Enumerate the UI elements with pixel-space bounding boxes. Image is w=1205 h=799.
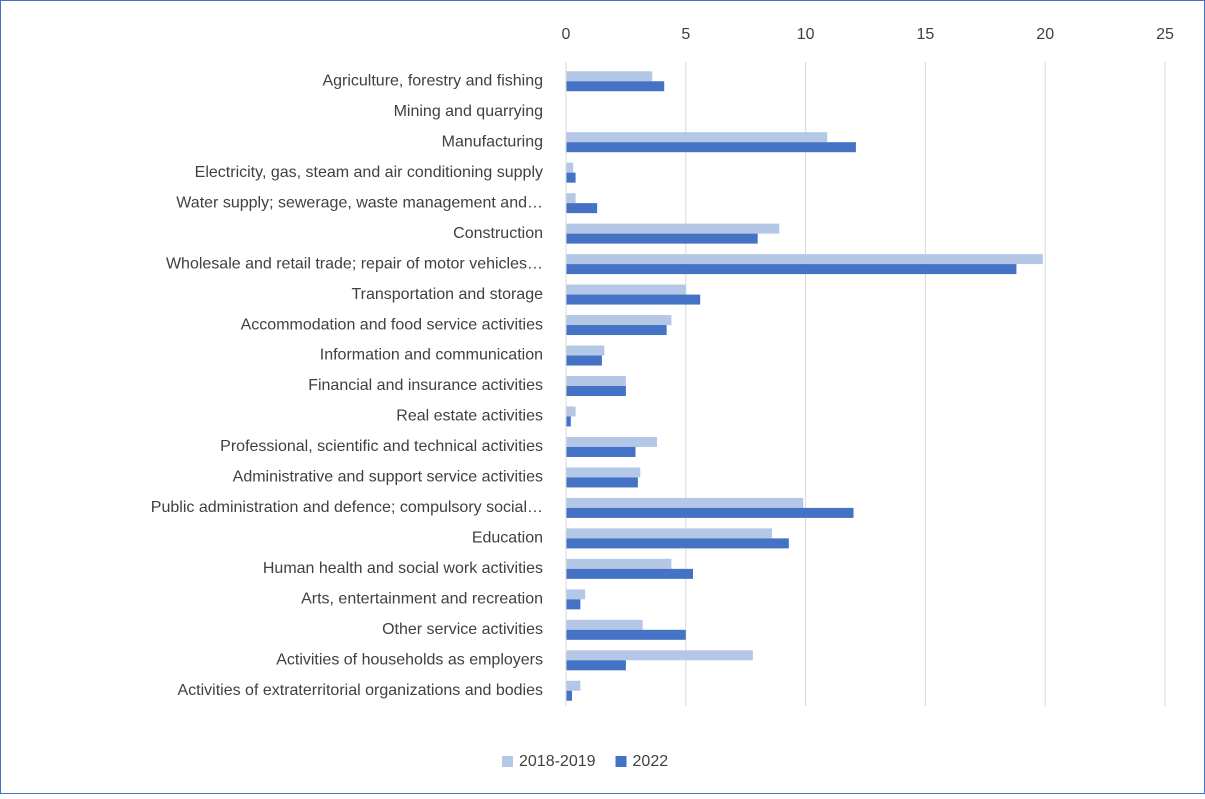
bar [566,162,574,173]
bar [566,172,576,183]
bar [566,650,753,661]
bar [566,71,653,82]
legend-swatch [502,756,513,767]
y-tick-label: Accommodation and food service activitie… [241,316,543,333]
bar [566,376,626,386]
legend-label: 2022 [633,753,669,770]
y-tick-label: Activities of extraterritorial organizat… [177,682,543,699]
bar [566,528,773,539]
y-tick-label: Other service activities [382,621,543,638]
bar [566,599,581,610]
y-tick-label: Arts, entertainment and recreation [301,591,543,608]
bar [566,589,586,600]
y-tick-label: Electricity, gas, steam and air conditio… [195,164,543,181]
x-tick-label: 5 [681,26,690,43]
bar [566,223,780,234]
bar [566,345,605,356]
bar [566,406,576,417]
bar [566,538,789,549]
legend-label: 2018-2019 [519,753,596,770]
y-tick-label: Construction [453,225,543,242]
bar [566,203,598,214]
x-tick-label: 15 [917,26,935,43]
y-tick-label: Financial and insurance activities [308,377,543,394]
bar [566,294,701,305]
bar [566,315,672,326]
bar [566,355,602,366]
bar [566,680,581,691]
y-tick-label: Activities of households as employers [276,652,543,669]
bar [566,660,626,671]
y-tick-label: Agriculture, forestry and fishing [322,72,543,89]
bar [566,558,672,569]
bar [566,619,643,630]
bar [566,497,804,508]
bar [566,416,571,427]
bar [566,193,576,204]
y-tick-label: Mining and quarrying [394,103,543,120]
bar [566,132,828,143]
bar [566,254,1043,265]
x-tick-label: 20 [1036,26,1054,43]
bar [566,629,686,640]
bar [566,446,636,457]
bar [566,507,854,518]
bar [566,386,626,396]
bar [566,233,758,244]
x-tick-label: 0 [562,26,571,43]
bar [566,284,686,295]
y-tick-label: Public administration and defence; compu… [151,499,543,516]
bar [566,325,667,336]
bar [566,142,856,153]
bar [566,81,665,92]
y-tick-label: Real estate activities [396,408,543,425]
y-tick-label: Information and communication [320,347,543,364]
x-tick-label: 10 [797,26,815,43]
legend-swatch [615,756,627,767]
y-tick-label: Manufacturing [442,133,543,150]
x-tick-label: 25 [1156,26,1174,43]
bar [566,477,638,488]
bar [566,690,572,701]
y-tick-label: Transportation and storage [351,286,543,303]
y-tick-label: Human health and social work activities [263,560,543,577]
y-tick-label: Water supply; sewerage, waste management… [176,194,543,211]
bar [566,264,1017,275]
y-tick-label: Professional, scientific and technical a… [220,438,543,455]
y-tick-label: Administrative and support service activ… [233,469,543,486]
y-tick-label: Wholesale and retail trade; repair of mo… [166,255,543,272]
bar [566,436,658,447]
bar [566,467,641,478]
bar [566,568,693,579]
y-tick-label: Education [472,530,543,547]
